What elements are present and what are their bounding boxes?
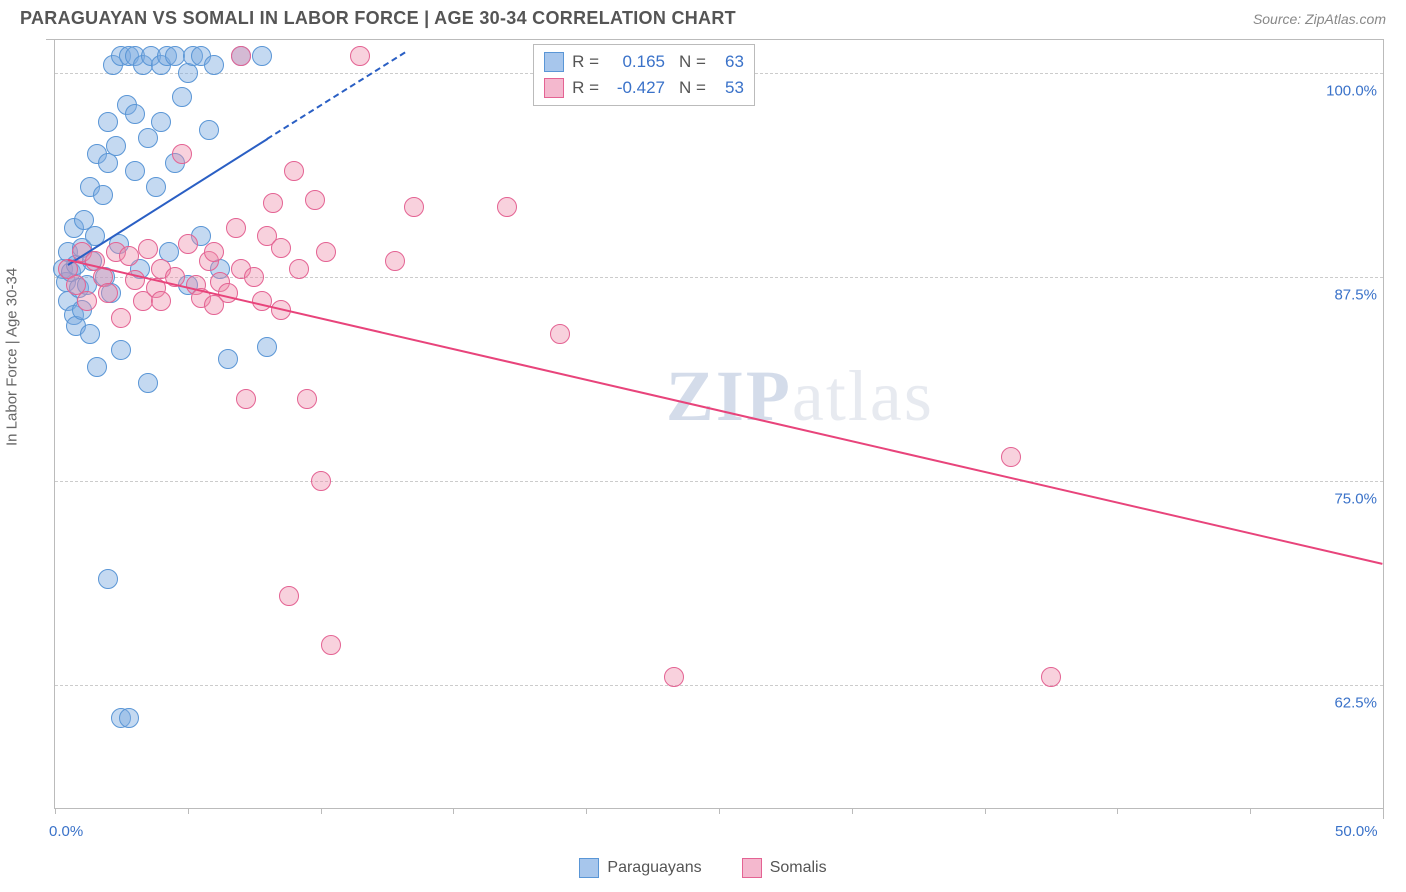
x-tick xyxy=(1383,808,1384,814)
data-point xyxy=(119,246,139,266)
data-point xyxy=(664,667,684,687)
data-point xyxy=(497,197,517,217)
data-point xyxy=(98,283,118,303)
data-point xyxy=(404,197,424,217)
watermark: ZIPatlas xyxy=(666,355,934,438)
data-point xyxy=(80,324,100,344)
x-tick xyxy=(985,808,986,814)
data-point xyxy=(138,128,158,148)
y-axis-label: In Labor Force | Age 30-34 xyxy=(4,268,21,446)
x-tick xyxy=(719,808,720,814)
source-label: Source: ZipAtlas.com xyxy=(1253,11,1386,27)
data-point xyxy=(271,238,291,258)
legend-label: Somalis xyxy=(770,859,827,877)
x-tick xyxy=(852,808,853,814)
y-tick-label: 62.5% xyxy=(1334,695,1377,712)
x-tick xyxy=(453,808,454,814)
legend-label: Paraguayans xyxy=(607,859,701,877)
stat-r-value: 0.165 xyxy=(607,49,665,75)
trend-line xyxy=(68,259,1383,565)
data-point xyxy=(279,586,299,606)
data-point xyxy=(305,190,325,210)
bottom-legend: Paraguayans Somalis xyxy=(0,850,1406,892)
stat-r-label: R = xyxy=(572,75,599,101)
data-point xyxy=(1041,667,1061,687)
data-point xyxy=(106,136,126,156)
data-point xyxy=(236,389,256,409)
stat-n-value: 63 xyxy=(714,49,744,75)
y-tick-label: 75.0% xyxy=(1334,491,1377,508)
data-point xyxy=(178,234,198,254)
data-point xyxy=(252,46,272,66)
legend-item: Somalis xyxy=(742,858,827,878)
x-tick xyxy=(1250,808,1251,814)
stat-n-label: N = xyxy=(679,49,706,75)
data-point xyxy=(119,708,139,728)
y-tick-label: 100.0% xyxy=(1326,82,1377,99)
data-point xyxy=(263,193,283,213)
data-point xyxy=(350,46,370,66)
data-point xyxy=(257,337,277,357)
legend-item: Paraguayans xyxy=(579,858,701,878)
trend-line-extrapolated xyxy=(267,52,406,140)
data-point xyxy=(321,635,341,655)
stats-legend: R = 0.165 N = 63 R = -0.427 N = 53 xyxy=(533,44,755,106)
legend-swatch xyxy=(579,858,599,878)
stats-row: R = -0.427 N = 53 xyxy=(544,75,744,101)
data-point xyxy=(146,177,166,197)
data-point xyxy=(172,144,192,164)
data-point xyxy=(125,104,145,124)
legend-swatch xyxy=(544,78,564,98)
data-point xyxy=(385,251,405,271)
x-tick-label: 50.0% xyxy=(1335,823,1378,840)
data-point xyxy=(172,87,192,107)
stat-r-value: -0.427 xyxy=(607,75,665,101)
data-point xyxy=(550,324,570,344)
data-point xyxy=(111,308,131,328)
stat-n-label: N = xyxy=(679,75,706,101)
data-point xyxy=(297,389,317,409)
gridline xyxy=(55,685,1383,686)
data-point xyxy=(93,185,113,205)
data-point xyxy=(151,112,171,132)
data-point xyxy=(1001,447,1021,467)
stats-row: R = 0.165 N = 63 xyxy=(544,49,744,75)
chart-title: PARAGUAYAN VS SOMALI IN LABOR FORCE | AG… xyxy=(20,8,736,29)
chart-area: ZIPatlas 62.5%75.0%87.5%100.0%0.0%50.0%R… xyxy=(46,39,1384,819)
data-point xyxy=(151,291,171,311)
data-point xyxy=(77,291,97,311)
x-tick-label: 0.0% xyxy=(49,823,83,840)
data-point xyxy=(199,120,219,140)
data-point xyxy=(311,471,331,491)
data-point xyxy=(98,569,118,589)
y-tick-label: 87.5% xyxy=(1334,286,1377,303)
data-point xyxy=(231,46,251,66)
data-point xyxy=(244,267,264,287)
data-point xyxy=(218,349,238,369)
data-point xyxy=(138,239,158,259)
x-tick xyxy=(586,808,587,814)
legend-swatch xyxy=(742,858,762,878)
data-point xyxy=(289,259,309,279)
stat-r-label: R = xyxy=(572,49,599,75)
data-point xyxy=(138,373,158,393)
data-point xyxy=(98,112,118,132)
x-tick xyxy=(188,808,189,814)
data-point xyxy=(284,161,304,181)
stat-n-value: 53 xyxy=(714,75,744,101)
data-point xyxy=(226,218,246,238)
data-point xyxy=(111,340,131,360)
plot-region: ZIPatlas 62.5%75.0%87.5%100.0%0.0%50.0%R… xyxy=(54,40,1383,809)
data-point xyxy=(316,242,336,262)
legend-swatch xyxy=(544,52,564,72)
data-point xyxy=(204,55,224,75)
x-tick xyxy=(321,808,322,814)
data-point xyxy=(125,161,145,181)
x-tick xyxy=(55,808,56,814)
x-tick xyxy=(1117,808,1118,814)
data-point xyxy=(87,357,107,377)
data-point xyxy=(204,242,224,262)
gridline xyxy=(55,481,1383,482)
